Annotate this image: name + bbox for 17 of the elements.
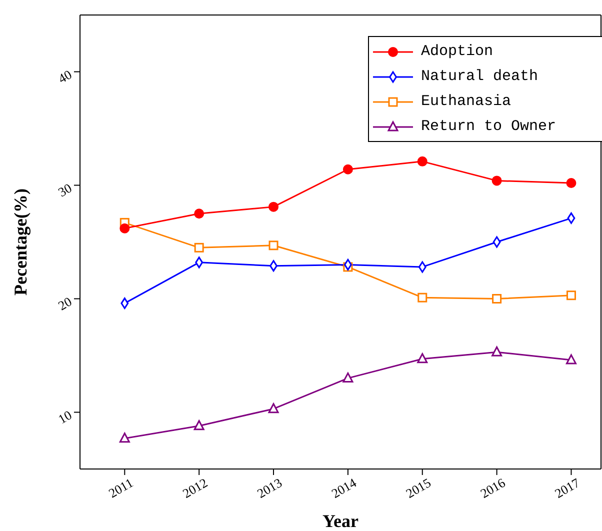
- y-tick-label: 20: [56, 294, 74, 314]
- legend-label: Euthanasia: [421, 93, 512, 110]
- x-tick-label: 2011: [106, 475, 136, 501]
- y-tick-label: 40: [56, 66, 74, 86]
- x-tick-label: 2013: [254, 475, 284, 501]
- y-tick-label: 30: [56, 180, 74, 200]
- x-axis-title: Year: [322, 511, 358, 531]
- x-tick-label: 2015: [403, 475, 434, 501]
- x-tick-label: 2014: [328, 474, 360, 501]
- legend-label: Adoption: [421, 43, 494, 60]
- x-tick-label: 2017: [552, 474, 583, 501]
- y-tick-label: 10: [56, 407, 74, 427]
- y-axis-title: Pecentage(%): [10, 188, 30, 296]
- x-tick-label: 2016: [478, 474, 508, 501]
- legend-label: Return to Owner: [421, 118, 556, 135]
- x-tick-label: 2012: [180, 475, 210, 501]
- legend-label: Natural death: [421, 68, 538, 85]
